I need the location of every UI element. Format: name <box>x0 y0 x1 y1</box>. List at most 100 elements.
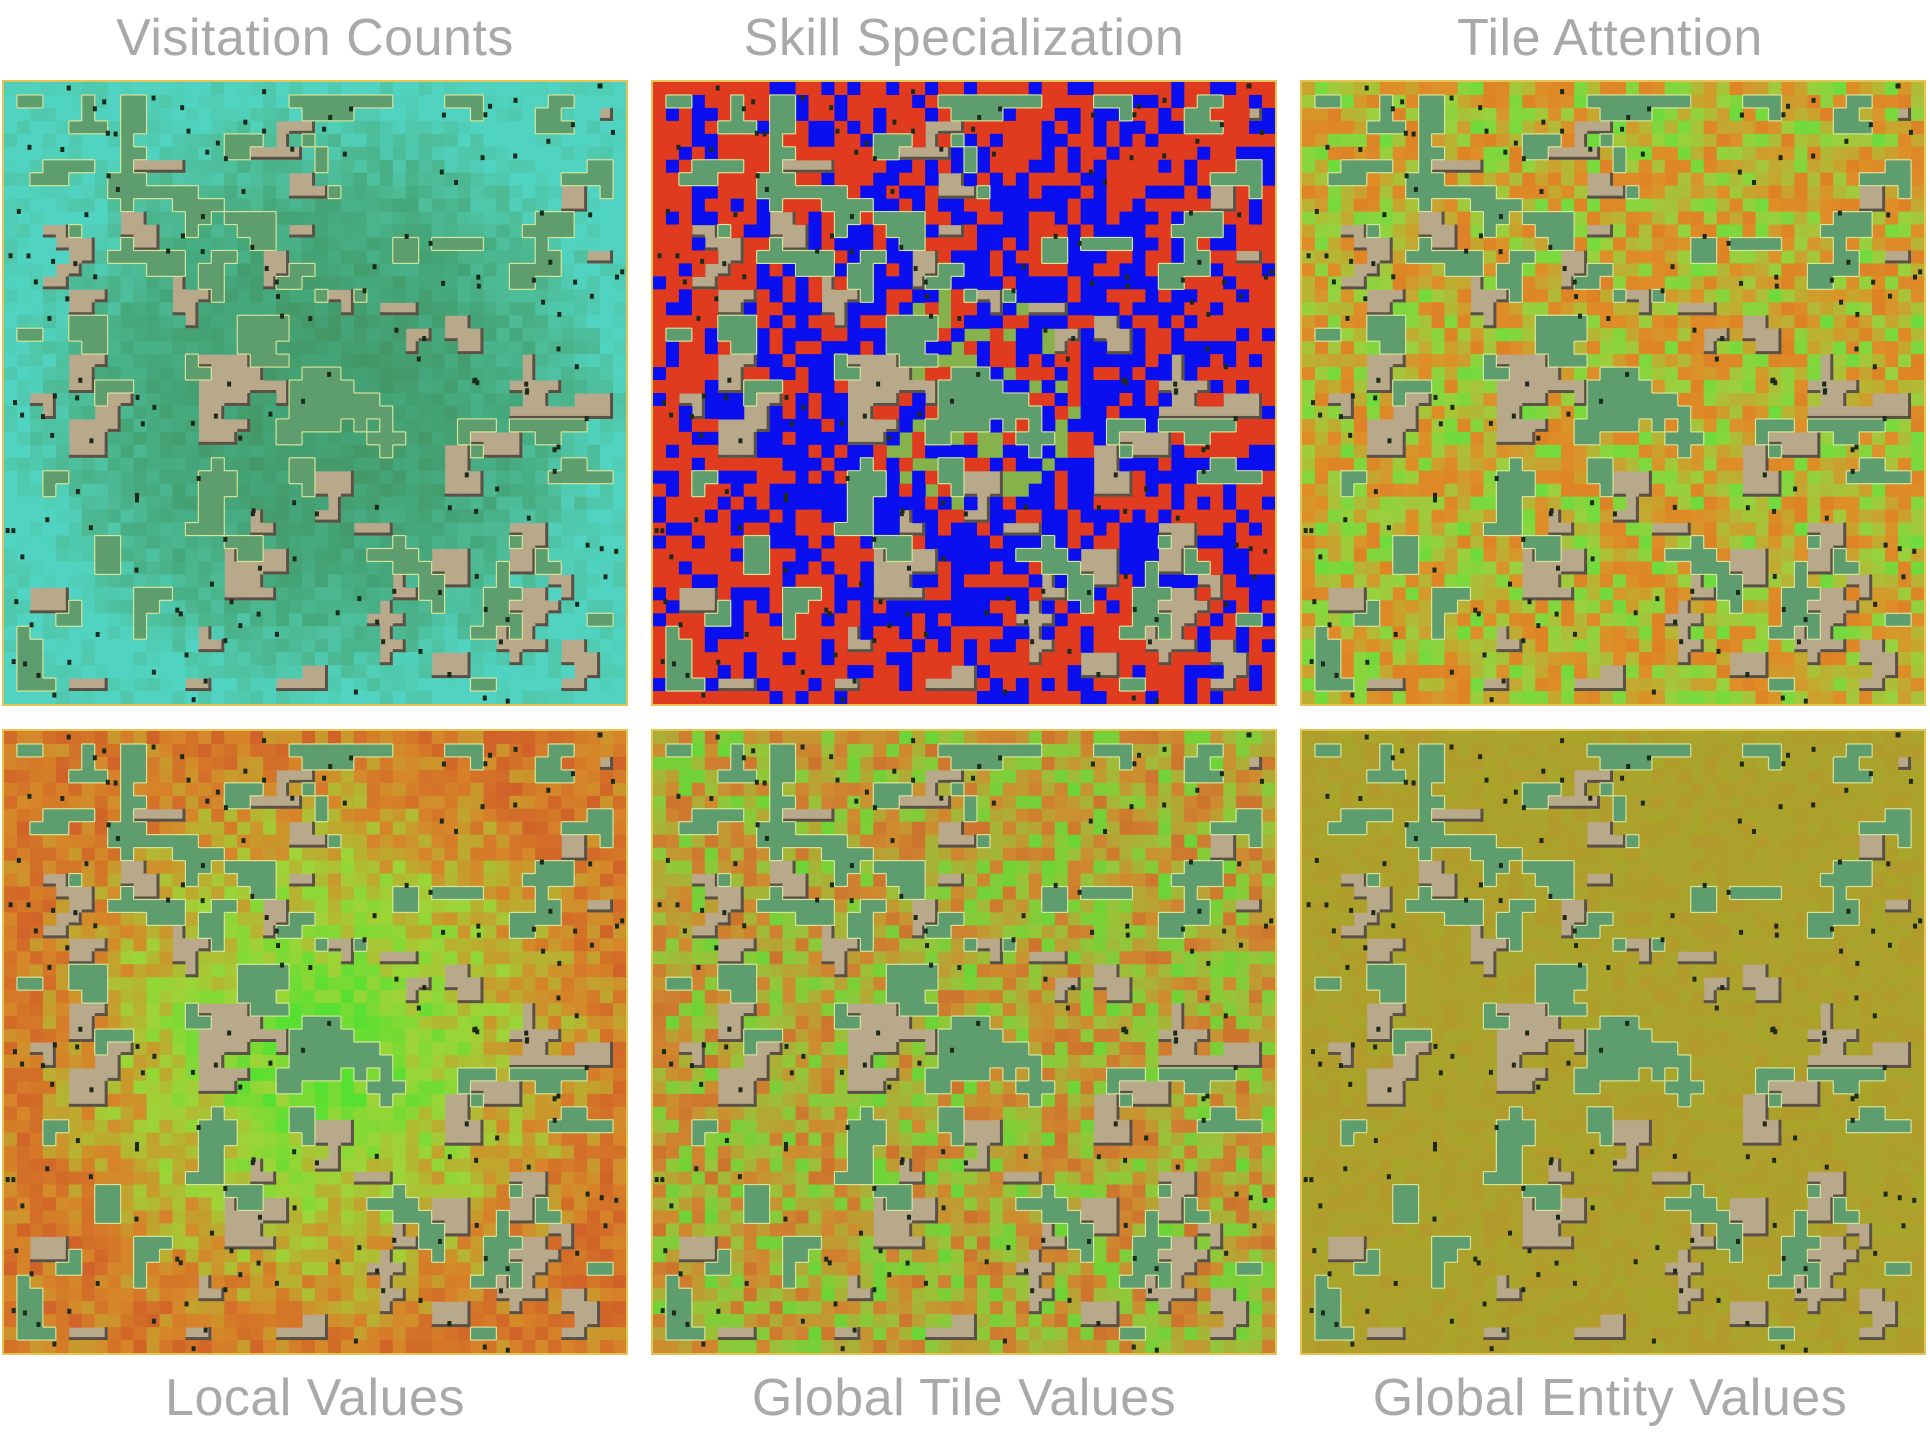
forest-tile <box>263 341 277 355</box>
overlay-cell <box>496 548 510 563</box>
overlay-cell <box>587 691 601 704</box>
forest-tile <box>198 483 212 498</box>
overlay-cell <box>509 509 523 524</box>
stone-shadow <box>470 351 484 355</box>
overlay-cell <box>133 665 148 679</box>
overlay-cell <box>535 496 549 511</box>
overlay-cell <box>4 600 18 614</box>
overlay-cell <box>81 483 96 498</box>
overlay-cell <box>133 263 148 277</box>
overlay-cell <box>353 380 368 394</box>
overlay-cell <box>55 483 70 498</box>
overlay-cell <box>587 120 601 135</box>
forest-tile <box>198 211 212 226</box>
overlay-cell <box>405 82 420 96</box>
overlay-cell <box>107 665 122 679</box>
overlay-cell <box>379 457 394 472</box>
overlay-cell <box>509 159 523 174</box>
overlay-cell <box>185 263 199 277</box>
stone-shadow <box>470 493 484 497</box>
forest-tile <box>561 224 575 239</box>
stone-shadow <box>195 302 199 316</box>
overlay-cell <box>405 457 420 472</box>
overlay-cell <box>548 496 562 511</box>
overlay-cell <box>600 431 614 446</box>
forest-tile <box>185 367 199 381</box>
overlay-cell <box>353 250 368 265</box>
overlay-cell <box>600 483 614 498</box>
entity-marker <box>115 186 120 192</box>
overlay-cell <box>561 600 575 614</box>
overlay-cell <box>68 509 83 524</box>
overlay-cell <box>224 315 238 329</box>
overlay-cell <box>29 289 44 303</box>
overlay-cell <box>29 224 44 239</box>
overlay-cell <box>340 522 355 537</box>
overlay-cell <box>42 652 57 666</box>
stone-shadow <box>574 208 588 212</box>
overlay-cell <box>548 691 562 704</box>
stone-shadow <box>276 571 290 575</box>
overlay-cell <box>172 548 187 563</box>
overlay-cell <box>276 691 290 704</box>
overlay-cell <box>4 289 18 303</box>
stone-shadow <box>561 688 575 692</box>
overlay-cell <box>470 211 485 226</box>
overlay-cell <box>483 263 498 277</box>
overlay-cell <box>29 237 44 252</box>
overlay-cell <box>55 133 70 148</box>
overlay-cell <box>483 159 498 174</box>
stone-shadow <box>273 276 277 290</box>
overlay-cell <box>107 367 122 381</box>
overlay-cell <box>29 198 44 213</box>
overlay-cell <box>392 665 407 679</box>
overlay-cell <box>146 652 161 666</box>
overlay-cell <box>159 367 174 381</box>
overlay-cell <box>81 185 96 200</box>
stone-shadow <box>52 393 56 406</box>
overlay-cell <box>548 613 562 627</box>
overlay-cell <box>509 198 523 213</box>
stone-shadow <box>55 247 69 251</box>
overlay-cell <box>224 405 238 420</box>
overlay-cell <box>224 665 238 679</box>
overlay-cell <box>613 483 626 498</box>
overlay-cell <box>120 341 135 355</box>
overlay-cell <box>146 470 161 485</box>
overlay-cell <box>431 198 446 213</box>
overlay-cell <box>276 457 290 472</box>
overlay-cell <box>94 509 109 524</box>
stone-shadow <box>312 120 315 134</box>
overlay-cell <box>483 470 498 485</box>
overlay-cell <box>42 302 57 316</box>
overlay-cell <box>315 496 329 511</box>
overlay-cell <box>250 263 264 277</box>
forest-tile <box>55 613 70 627</box>
overlay-cell <box>289 509 303 524</box>
overlay-cell <box>470 263 485 277</box>
entity-marker <box>191 697 196 703</box>
overlay-cell <box>561 82 575 96</box>
overlay-cell <box>315 652 329 666</box>
forest-tile <box>431 237 446 252</box>
entity-marker <box>584 416 589 422</box>
overlay-cell <box>198 652 212 666</box>
stone-tile <box>522 587 536 601</box>
overlay-cell <box>457 107 472 122</box>
overlay-cell <box>470 665 485 679</box>
overlay-cell <box>159 315 174 329</box>
overlay-cell <box>172 341 187 355</box>
overlay-cell <box>55 328 70 342</box>
forest-tile <box>302 470 316 485</box>
overlay-cell <box>405 224 420 239</box>
overlay-cell <box>224 626 238 640</box>
overlay-cell <box>16 431 31 446</box>
overlay-cell <box>172 431 187 446</box>
forest-tile <box>211 250 225 265</box>
entity-marker <box>180 233 185 239</box>
overlay-cell <box>159 496 174 511</box>
overlay-cell <box>263 678 277 692</box>
overlay-cell <box>574 522 588 537</box>
overlay-cell <box>431 496 446 511</box>
overlay-cell <box>263 107 277 122</box>
